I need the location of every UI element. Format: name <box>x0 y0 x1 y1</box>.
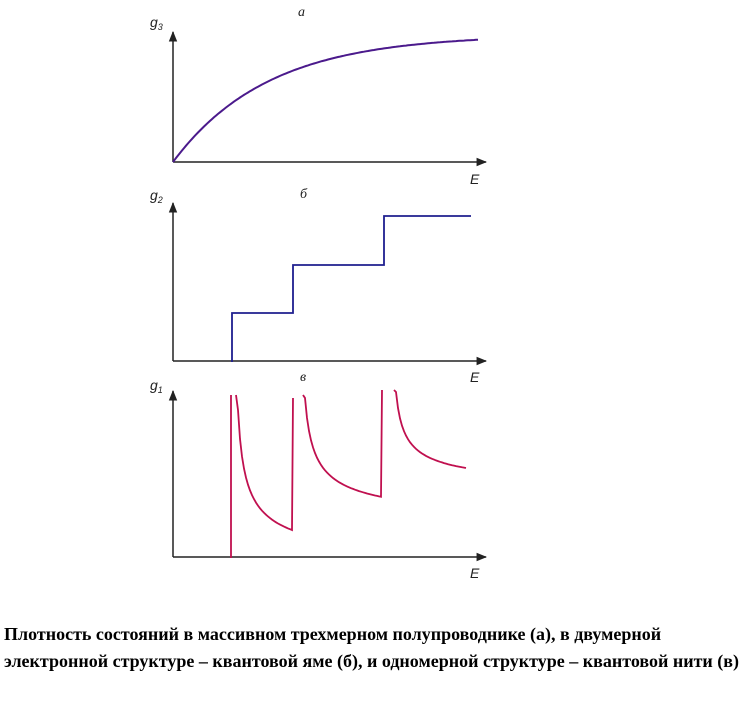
panel-b-density-curve <box>231 215 471 362</box>
panel-b: g2 E б <box>150 187 488 385</box>
density-of-states-figure: g3 E а g2 E б g1 E в <box>150 5 488 581</box>
panel-a-y-label: g3 <box>150 14 163 32</box>
panel-c-density-curve <box>230 389 467 558</box>
panel-b-tag: б <box>300 187 308 202</box>
panel-a-x-label: E <box>470 171 480 187</box>
panel-c-x-label: E <box>470 565 480 581</box>
panel-c: g1 E в <box>150 370 488 581</box>
figure-caption: Плотность состояний в массивном трехмерн… <box>4 624 740 671</box>
panel-b-y-label: g2 <box>150 187 163 205</box>
panel-c-y-label: g1 <box>150 377 163 395</box>
panel-a: g3 E а <box>150 5 488 187</box>
panel-a-tag: а <box>298 5 305 20</box>
panel-a-density-curve <box>172 38 479 163</box>
panel-b-x-label: E <box>470 369 480 385</box>
panel-c-tag: в <box>300 370 306 385</box>
